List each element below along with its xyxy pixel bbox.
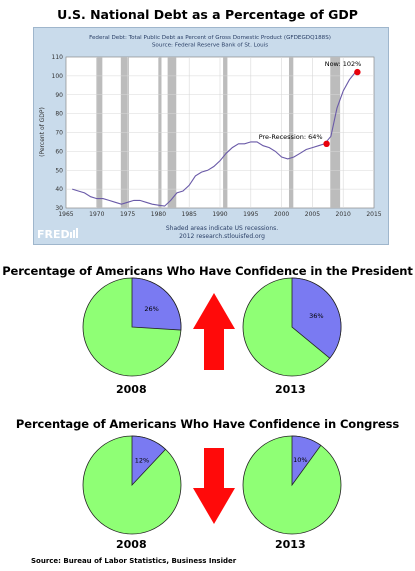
x-tick-label: 1965 [58, 211, 73, 218]
main-chart-title: U.S. National Debt as a Percentage of GD… [57, 7, 358, 22]
pie-percent-label: 26% [144, 305, 158, 313]
year-label-2013: 2013 [275, 538, 306, 551]
x-tick-label: 2010 [336, 211, 351, 218]
fred-logo: FRED [37, 228, 70, 241]
pie-slice-confidence [291, 277, 342, 359]
x-tick-label: 2000 [274, 211, 289, 218]
x-tick-label: 1975 [120, 211, 135, 218]
pie-president-2013: 36% [242, 277, 342, 377]
congress-confidence-title: Percentage of Americans Who Have Confide… [15, 417, 400, 431]
pie-percent-label: 12% [135, 456, 149, 464]
pie-congress-2008: 12% [82, 435, 182, 535]
pie-slice-confidence [131, 435, 167, 487]
y-tick-label: 100 [52, 73, 64, 80]
y-tick-label: 70 [55, 130, 63, 137]
y-axis-label: (Percent of GDP) [39, 107, 46, 157]
year-label-2008: 2008 [116, 383, 147, 396]
y-tick-label: 90 [55, 92, 63, 99]
fred-footer-recession-note: Shaded areas indicate US recessions. [166, 225, 278, 232]
fred-footer-copyright: 2012 research.stlouisfed.org [179, 233, 265, 240]
x-tick-label: 1985 [182, 211, 197, 218]
x-tick-label: 2005 [305, 211, 320, 218]
pre-recession-annotation: Pre-Recession: 64% [259, 133, 323, 141]
x-tick-label: 1995 [243, 211, 258, 218]
x-tick-label: 1990 [212, 211, 227, 218]
y-tick-label: 60 [55, 148, 63, 155]
pie-congress-2013: 10% [242, 435, 342, 535]
y-tick-label: 40 [55, 186, 63, 193]
fred-header-series: Federal Debt: Total Public Debt as Perce… [89, 35, 331, 41]
arrow-down-icon-head [193, 488, 235, 524]
fred-header-source: Source: Federal Reserve Bank of St. Loui… [152, 43, 268, 49]
pie-slice-confidence [131, 277, 182, 331]
y-tick-label: 80 [55, 111, 63, 118]
x-tick-label: 1970 [89, 211, 104, 218]
now-marker [354, 68, 361, 76]
now-annotation: Now: 102% [325, 60, 362, 68]
pie-president-2008: 26% [82, 277, 182, 377]
pre-recession-marker [323, 140, 330, 148]
pie-slice-confidence [291, 435, 322, 487]
y-tick-label: 110 [52, 54, 64, 61]
y-tick-label: 30 [55, 205, 63, 212]
president-confidence-title: Percentage of Americans Who Have Confide… [2, 264, 413, 278]
year-label-2013: 2013 [275, 383, 306, 396]
year-label-2008: 2008 [116, 538, 147, 551]
pie-percent-label: 10% [293, 456, 307, 464]
debt-series-line [72, 71, 356, 207]
arrow-down-icon [204, 448, 224, 490]
arrow-up-icon-head [193, 293, 235, 329]
x-tick-label: 1980 [151, 211, 166, 218]
pie-percent-label: 36% [309, 312, 323, 320]
y-tick-label: 50 [55, 167, 63, 174]
source-note: Source: Bureau of Labor Statistics, Busi… [31, 557, 237, 565]
arrow-up-icon [204, 327, 224, 370]
x-tick-label: 2015 [366, 211, 381, 218]
fred-logo-chart-icon [70, 228, 78, 238]
